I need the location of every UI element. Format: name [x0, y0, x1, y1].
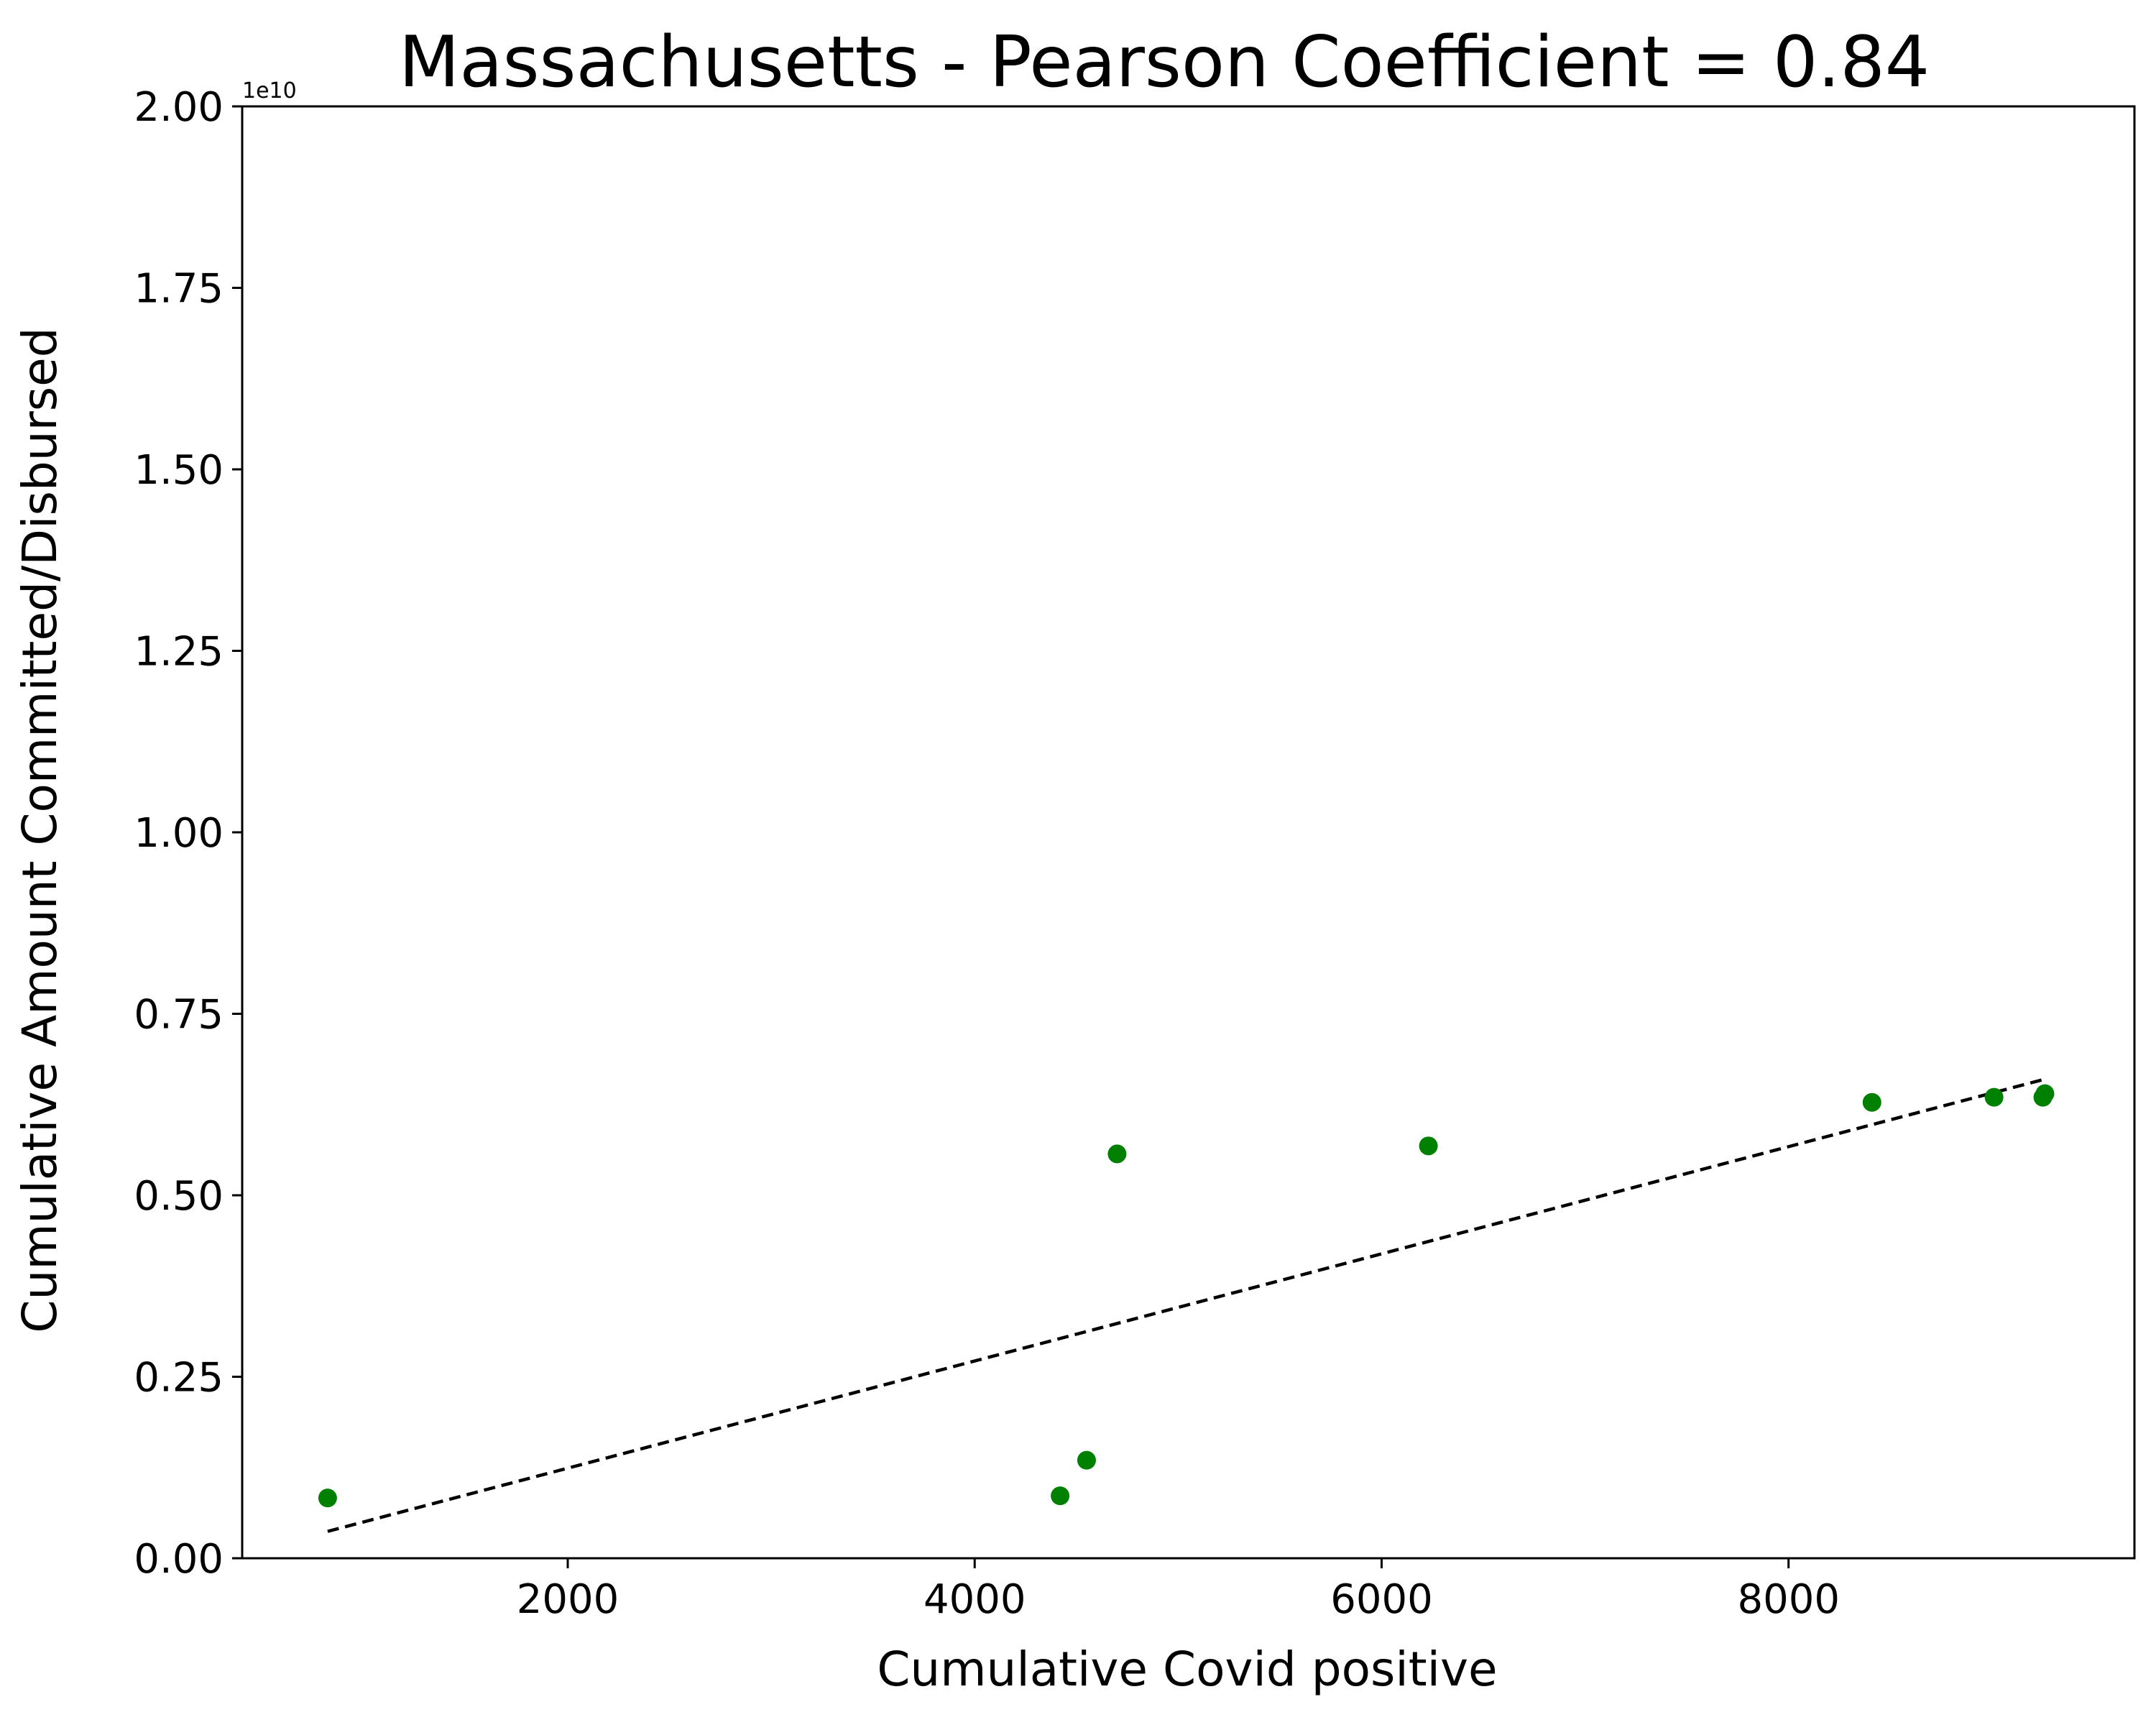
scatter-point	[318, 1489, 337, 1508]
x-axis-label: Cumulative Covid positive	[877, 1642, 1497, 1697]
chart-title: Massachusetts - Pearson Coefficient = 0.…	[399, 22, 1930, 104]
y-axis-ticks: 0.00 0.25 0.50 0.75 1.00 1.25 1.50 1.75 2.00	[134, 84, 242, 1583]
scatter-point	[2035, 1084, 2055, 1103]
scatter-point	[1107, 1144, 1127, 1164]
y-tick-label: 1.75	[134, 266, 224, 313]
y-tick-label: 2.00	[134, 84, 224, 131]
x-tick-label: 4000	[923, 1576, 1026, 1623]
y-tick-label: 0.50	[134, 1173, 224, 1220]
scatter-point	[1862, 1092, 1881, 1112]
x-tick-label: 2000	[517, 1576, 619, 1623]
y-axis-offset-text: 1e10	[242, 78, 297, 104]
x-axis-ticks: 2000 4000 6000 8000	[517, 1558, 1840, 1623]
trend-line	[327, 1077, 2046, 1533]
x-tick-label: 8000	[1737, 1576, 1840, 1623]
y-axis-label: Cumulative Amount Committed/Disbursed	[12, 327, 68, 1333]
plot-frame	[241, 105, 2136, 1560]
y-tick-label: 0.00	[134, 1536, 224, 1583]
scatter-point	[1077, 1450, 1096, 1470]
scatter-point	[1984, 1087, 2004, 1107]
y-tick-label: 0.25	[134, 1355, 224, 1402]
scatter-point	[1419, 1136, 1438, 1156]
y-tick-label: 0.75	[134, 992, 224, 1039]
y-tick-label: 1.25	[134, 629, 224, 676]
plot-area	[318, 1077, 2055, 1533]
scatter-point	[1051, 1486, 1070, 1506]
y-tick-label: 1.50	[134, 447, 224, 494]
y-tick-label: 1.00	[134, 810, 224, 857]
x-tick-label: 6000	[1330, 1576, 1433, 1623]
